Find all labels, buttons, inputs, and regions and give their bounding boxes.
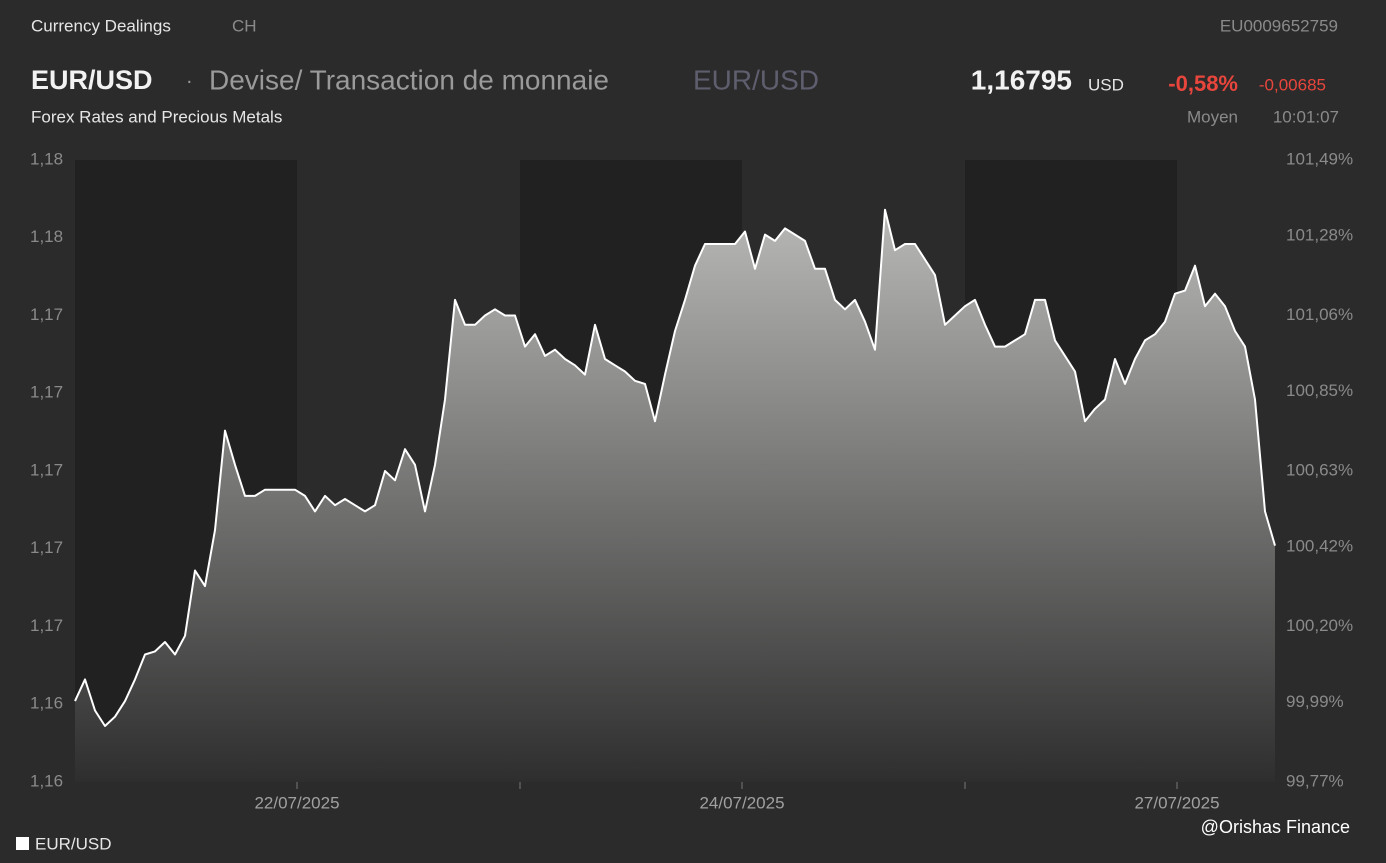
watermark: @Orishas Finance bbox=[1201, 817, 1350, 837]
isin: EU0009652759 bbox=[1220, 16, 1338, 35]
line bbox=[74, 208, 1276, 727]
y-tick-label: 1,17 bbox=[30, 305, 63, 324]
y2-tick-label: 99,77% bbox=[1286, 771, 1344, 790]
y2-tick-label: 99,99% bbox=[1286, 692, 1344, 711]
legend-swatch bbox=[16, 837, 29, 850]
y-tick-label: 1,17 bbox=[30, 538, 63, 557]
country: CH bbox=[232, 16, 257, 35]
x-tick-label: 22/07/2025 bbox=[254, 793, 339, 812]
change-pct: -0,58% bbox=[1168, 71, 1238, 96]
currency: USD bbox=[1088, 75, 1124, 94]
time: 10:01:07 bbox=[1273, 107, 1339, 126]
y2-tick-label: 100,42% bbox=[1286, 536, 1353, 555]
price-type: Moyen bbox=[1187, 107, 1238, 126]
y-tick-label: 1,18 bbox=[30, 227, 63, 246]
y2-tick-label: 101,06% bbox=[1286, 305, 1353, 324]
legend-label: EUR/USD bbox=[35, 834, 112, 853]
separator: · bbox=[186, 70, 193, 92]
y2-tick-label: 100,63% bbox=[1286, 460, 1353, 479]
y2-tick-label: 101,28% bbox=[1286, 225, 1353, 244]
y-tick-label: 1,17 bbox=[30, 616, 63, 635]
y-tick-label: 1,16 bbox=[30, 694, 63, 713]
price: 1,16795 bbox=[971, 64, 1072, 95]
y-tick-label: 1,17 bbox=[30, 383, 63, 402]
change-abs: -0,00685 bbox=[1259, 75, 1326, 94]
x-tick-label: 24/07/2025 bbox=[699, 793, 784, 812]
y-tick-label: 1,17 bbox=[30, 460, 63, 479]
description: Devise/ Transaction de monnaie bbox=[209, 64, 609, 95]
market: Forex Rates and Precious Metals bbox=[31, 107, 282, 126]
x-tick-label: 27/07/2025 bbox=[1134, 793, 1219, 812]
y2-tick-label: 100,20% bbox=[1286, 616, 1353, 635]
y2-tick-label: 101,49% bbox=[1286, 149, 1353, 168]
section: Currency Dealings bbox=[31, 16, 171, 35]
area-fill bbox=[75, 209, 1275, 783]
symbol: EUR/USD bbox=[31, 65, 153, 95]
y-tick-label: 1,16 bbox=[30, 771, 63, 790]
y-tick-label: 1,18 bbox=[30, 149, 63, 168]
y2-tick-label: 100,85% bbox=[1286, 381, 1353, 400]
symbol-alt: EUR/USD bbox=[693, 64, 819, 95]
